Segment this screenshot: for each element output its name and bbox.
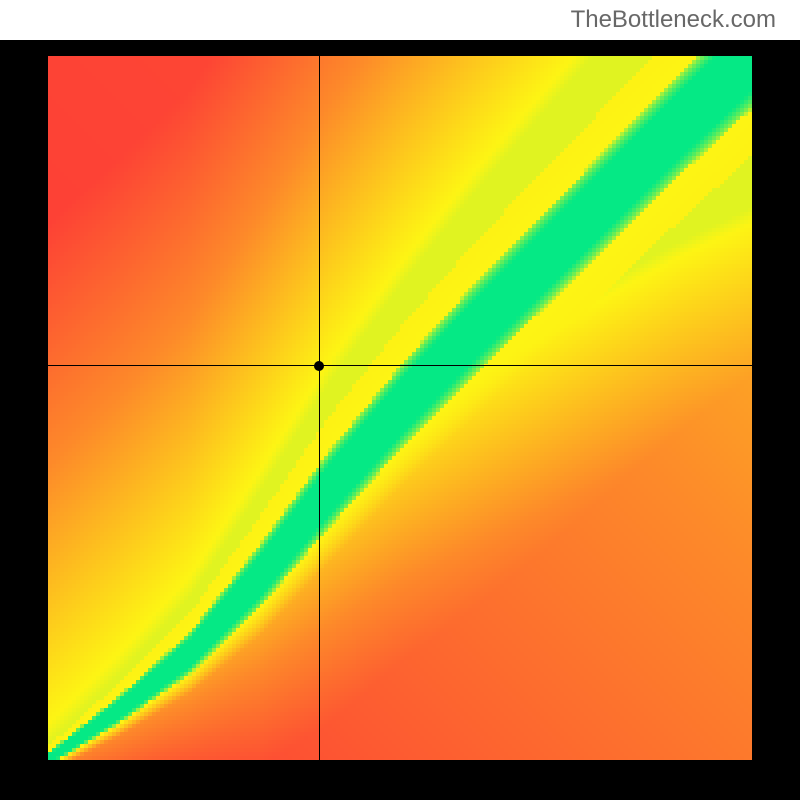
crosshair-horizontal <box>48 365 752 366</box>
heatmap-canvas <box>48 56 752 760</box>
watermark-text: TheBottleneck.com <box>571 6 776 34</box>
crosshair-vertical <box>319 56 320 760</box>
root-container: TheBottleneck.com <box>0 0 800 800</box>
crosshair-dot <box>314 361 324 371</box>
heatmap-plot-area <box>48 56 752 760</box>
